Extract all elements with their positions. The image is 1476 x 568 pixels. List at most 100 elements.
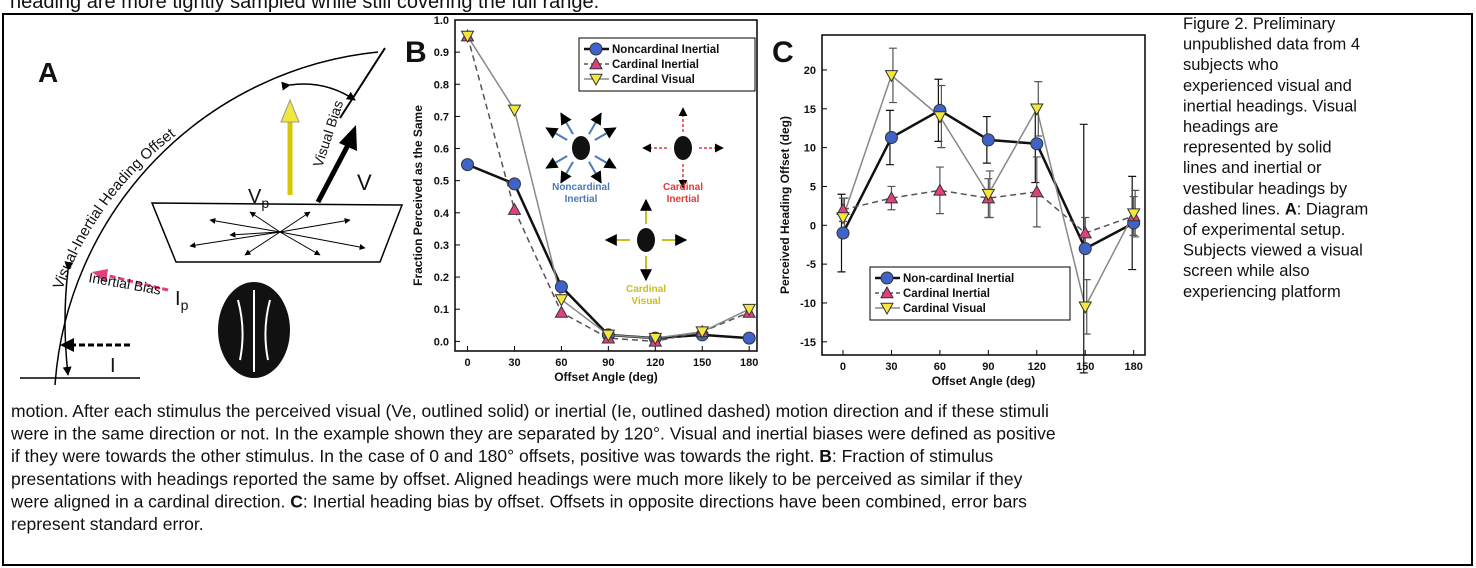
inset-label: Cardinal <box>663 182 703 193</box>
inset-arrow <box>561 162 573 183</box>
caption-line: unpublished data from 4 <box>1183 36 1360 54</box>
y-tick-label: 0.9 <box>434 47 449 59</box>
y-tick-label: 0.0 <box>434 336 449 348</box>
data-point <box>508 105 520 116</box>
caption-line: represented by solid <box>1183 139 1332 157</box>
vp-head <box>281 100 299 122</box>
legend-marker <box>590 43 602 55</box>
y-tick-label: -10 <box>800 298 816 310</box>
data-point <box>743 332 755 344</box>
y-tick-label: 10 <box>804 143 816 155</box>
y-tick-label: -15 <box>800 337 816 349</box>
ip-sub: p <box>181 297 189 313</box>
inset-head <box>674 136 692 160</box>
caption-bold: B <box>819 446 832 466</box>
data-point <box>1079 243 1091 255</box>
caption-line: screen while also <box>1183 262 1310 280</box>
y-tick-label: 0.2 <box>434 272 449 284</box>
y-tick-label: 0.4 <box>434 208 450 220</box>
data-point <box>1031 104 1043 115</box>
y-tick-label: 20 <box>804 65 816 77</box>
v-label: V <box>357 170 372 195</box>
caption-line: motion. After each stimulus the perceive… <box>11 401 1049 421</box>
data-point <box>934 184 946 195</box>
legend-label: Cardinal Visual <box>612 74 695 86</box>
data-point <box>1031 138 1043 150</box>
x-tick-label: 30 <box>885 361 897 373</box>
x-tick-label: 0 <box>464 357 470 369</box>
inset-label: Inertial <box>667 194 700 205</box>
caption-span: dashed lines. <box>1183 200 1285 218</box>
x-axis-label: Offset Angle (deg) <box>932 374 1036 388</box>
caption-line: vestibular headings by <box>1183 180 1348 198</box>
x-tick-label: 180 <box>1125 361 1143 373</box>
inset-arrow <box>595 128 616 140</box>
data-point <box>555 306 567 317</box>
inset-arrow <box>595 156 616 168</box>
x-tick-label: 60 <box>934 361 946 373</box>
inset-arrow <box>561 113 573 134</box>
x-tick-label: 90 <box>982 361 994 373</box>
inset-head <box>637 228 655 252</box>
data-point <box>982 134 994 146</box>
inset-arrow <box>589 113 601 134</box>
inset-head <box>572 136 590 160</box>
caption-bold: C <box>290 491 303 511</box>
inertial-bias-label: Inertial Bias <box>87 269 162 297</box>
legend: Non-cardinal InertialCardinal InertialCa… <box>870 267 1070 320</box>
caption-line: inertial headings. Visual <box>1183 97 1357 115</box>
caption-span: were aligned in a cardinal direction. <box>10 491 290 511</box>
y-tick-label: 0.7 <box>434 111 449 123</box>
legend-label: Cardinal Inertial <box>903 288 990 300</box>
x-tick-label: 120 <box>1028 361 1046 373</box>
caption-line: experiencing platform <box>1183 283 1341 301</box>
data-point <box>1031 186 1043 197</box>
caption-line: headings are <box>1183 118 1278 136</box>
x-tick-label: 30 <box>508 357 520 369</box>
panel-label: B <box>405 36 427 69</box>
caption-line: subjects who <box>1183 56 1278 74</box>
v-line <box>340 48 385 118</box>
y-axis-label: Fraction Perceived as the Same <box>411 105 425 286</box>
caption-line: of experimental setup. <box>1183 221 1345 239</box>
y-tick-label: -5 <box>806 259 816 271</box>
caption-bold: A <box>1285 200 1297 218</box>
data-point <box>837 227 849 239</box>
vp-sub: p <box>261 195 269 211</box>
inset-label: Visual <box>631 296 660 307</box>
x-tick-label: 120 <box>646 357 664 369</box>
legend-label: Noncardinal Inertial <box>612 44 719 56</box>
ip-label: Ip <box>175 288 189 313</box>
y-tick-label: 0 <box>810 220 816 232</box>
data-point <box>837 213 849 224</box>
caption-span: if they were towards the other stimulus.… <box>11 446 819 466</box>
x-tick-label: 60 <box>555 357 567 369</box>
x-axis-label: Offset Angle (deg) <box>554 370 658 384</box>
caption-line: Figure 2. Preliminary <box>1183 15 1336 33</box>
panel-a: A Visual-Inertial Heading Offset Visual … <box>20 48 402 385</box>
panel-label: A <box>38 57 58 88</box>
y-tick-label: 0.1 <box>434 304 449 316</box>
y-tick-label: 5 <box>810 181 816 193</box>
x-tick-label: 0 <box>840 361 846 373</box>
legend-marker <box>881 272 893 284</box>
inset-arrow <box>546 156 567 168</box>
i-head <box>60 338 74 352</box>
data-point <box>462 159 474 171</box>
x-tick-label: 90 <box>602 357 614 369</box>
inset-label: Inertial <box>565 194 598 205</box>
caption-span: : Inertial heading bias by offset. Offse… <box>303 491 1027 511</box>
y-tick-label: 0.6 <box>434 144 449 156</box>
caption-line: if they were towards the other stimulus.… <box>11 446 994 466</box>
data-point <box>982 189 994 200</box>
data-point <box>555 281 567 293</box>
caption-span: : Diagram <box>1297 200 1369 218</box>
legend-label: Non-cardinal Inertial <box>903 273 1014 285</box>
caption-line: were in the same direction or not. In th… <box>10 424 1056 444</box>
legend-label: Cardinal Inertial <box>612 59 699 71</box>
inset-label: Cardinal <box>626 284 666 295</box>
inset-arrow <box>589 162 601 183</box>
x-tick-label: 180 <box>740 357 758 369</box>
